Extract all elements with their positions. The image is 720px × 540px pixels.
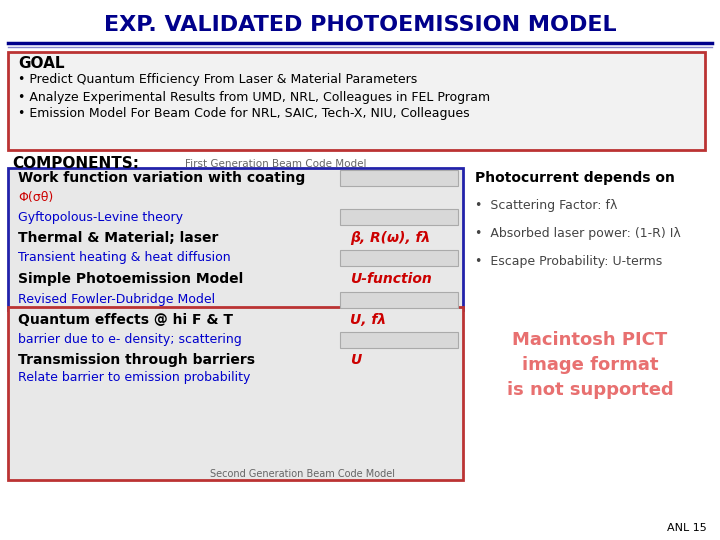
Bar: [340, 332, 458, 348]
Text: U, fλ: U, fλ: [350, 313, 386, 327]
Text: Quantum effects @ hi F & T: Quantum effects @ hi F & T: [18, 313, 233, 327]
Text: EXP. VALIDATED PHOTOEMISSION MODEL: EXP. VALIDATED PHOTOEMISSION MODEL: [104, 15, 616, 35]
Text: Transient heating & heat diffusion: Transient heating & heat diffusion: [18, 252, 230, 265]
Text: ANL 15: ANL 15: [667, 523, 707, 533]
Bar: [8, 168, 463, 310]
Text: Simple Photoemission Model: Simple Photoemission Model: [18, 272, 243, 286]
Text: • Emission Model For Beam Code for NRL, SAIC, Tech-X, NIU, Colleagues: • Emission Model For Beam Code for NRL, …: [18, 107, 469, 120]
Text: • Analyze Experimental Results from UMD, NRL, Colleagues in FEL Program: • Analyze Experimental Results from UMD,…: [18, 91, 490, 104]
Text: COMPONENTS:: COMPONENTS:: [12, 157, 139, 172]
Text: Gyftopolous-Levine theory: Gyftopolous-Levine theory: [18, 211, 183, 224]
Text: •  Scattering Factor: fλ: • Scattering Factor: fλ: [475, 199, 617, 213]
Text: Photocurrent depends on: Photocurrent depends on: [475, 171, 675, 185]
Bar: [340, 170, 458, 186]
Text: Work function variation with coating: Work function variation with coating: [18, 171, 305, 185]
Text: • Predict Quantum Efficiency From Laser & Material Parameters: • Predict Quantum Efficiency From Laser …: [18, 73, 418, 86]
Text: GOAL: GOAL: [18, 57, 65, 71]
Bar: [340, 250, 458, 266]
Text: Φ(σθ): Φ(σθ): [18, 192, 53, 205]
Text: β, R(ω), fλ: β, R(ω), fλ: [350, 231, 431, 245]
Bar: [8, 52, 705, 150]
Text: barrier due to e- density; scattering: barrier due to e- density; scattering: [18, 334, 242, 347]
Bar: [8, 307, 463, 480]
Bar: [340, 292, 458, 308]
Text: U-function: U-function: [350, 272, 432, 286]
Text: Transmission through barriers: Transmission through barriers: [18, 353, 255, 367]
Text: Revised Fowler-Dubridge Model: Revised Fowler-Dubridge Model: [18, 294, 215, 307]
Bar: [340, 209, 458, 225]
Text: U: U: [350, 353, 361, 367]
Text: Relate barrier to emission probability: Relate barrier to emission probability: [18, 372, 251, 384]
Text: Macintosh PICT
image format
is not supported: Macintosh PICT image format is not suppo…: [507, 331, 673, 399]
Text: •  Escape Probability: U-terms: • Escape Probability: U-terms: [475, 255, 662, 268]
Text: Second Generation Beam Code Model: Second Generation Beam Code Model: [210, 469, 395, 479]
Text: First Generation Beam Code Model: First Generation Beam Code Model: [185, 159, 366, 169]
Text: •  Absorbed laser power: (1-R) Iλ: • Absorbed laser power: (1-R) Iλ: [475, 227, 680, 240]
Text: Thermal & Material; laser: Thermal & Material; laser: [18, 231, 218, 245]
